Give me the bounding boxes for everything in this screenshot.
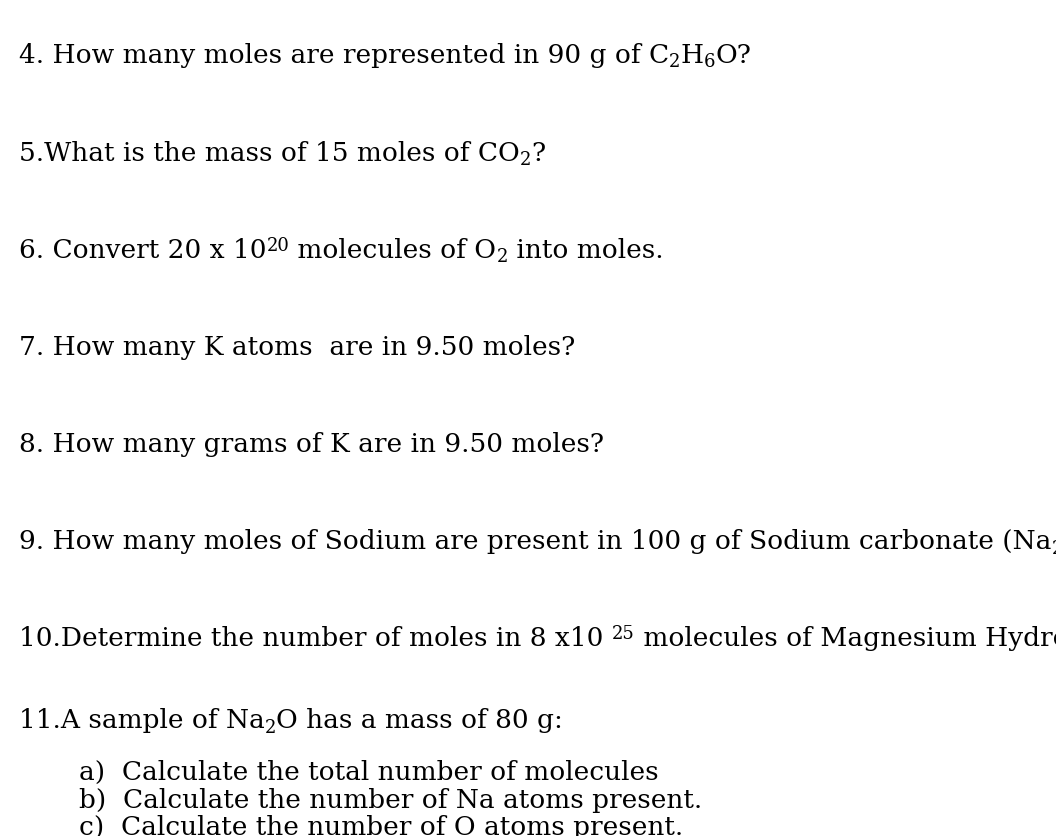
Text: 25: 25 [611,624,635,642]
Text: H: H [680,43,703,68]
Text: O has a mass of 80 g:: O has a mass of 80 g: [276,707,563,732]
Text: 5.What is the mass of 15 moles of CO: 5.What is the mass of 15 moles of CO [19,140,520,166]
Text: 6. Convert 20 x 10: 6. Convert 20 x 10 [19,237,266,263]
Text: molecules of Magnesium Hydroxide.: molecules of Magnesium Hydroxide. [635,625,1056,650]
Text: 9. How many moles of Sodium are present in 100 g of Sodium carbonate (Na: 9. How many moles of Sodium are present … [19,528,1052,553]
Text: 2: 2 [1052,539,1056,557]
Text: into moles.: into moles. [508,237,663,263]
Text: molecules of O: molecules of O [289,237,496,263]
Text: a)  Calculate the total number of molecules: a) Calculate the total number of molecul… [79,759,659,784]
Text: 4. How many moles are represented in 90 g of C: 4. How many moles are represented in 90 … [19,43,670,68]
Text: 2: 2 [520,151,531,169]
Text: c)  Calculate the number of O atoms present.: c) Calculate the number of O atoms prese… [79,814,683,836]
Text: 2: 2 [496,248,508,266]
Text: 7. How many K atoms  are in 9.50 moles?: 7. How many K atoms are in 9.50 moles? [19,334,576,359]
Text: 2: 2 [265,718,276,736]
Text: 20: 20 [266,237,289,254]
Text: 11.A sample of Na: 11.A sample of Na [19,707,265,732]
Text: 10.Determine the number of moles in 8 x10: 10.Determine the number of moles in 8 x1… [19,625,611,650]
Text: b)  Calculate the number of Na atoms present.: b) Calculate the number of Na atoms pres… [79,787,702,812]
Text: 6: 6 [703,54,715,71]
Text: O?: O? [715,43,751,68]
Text: ?: ? [531,140,545,166]
Text: 8. How many grams of K are in 9.50 moles?: 8. How many grams of K are in 9.50 moles… [19,431,604,456]
Text: 2: 2 [670,54,680,71]
